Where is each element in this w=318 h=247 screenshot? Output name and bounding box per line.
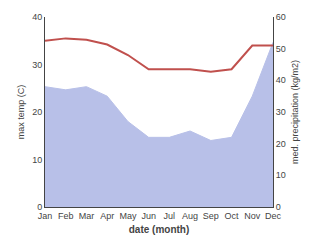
svg-text:Jul: Jul	[164, 211, 176, 221]
svg-text:0: 0	[37, 202, 42, 212]
svg-text:10: 10	[276, 170, 286, 180]
svg-text:Jan: Jan	[38, 211, 53, 221]
svg-text:Jun: Jun	[141, 211, 156, 221]
svg-text:Apr: Apr	[100, 211, 114, 221]
svg-text:10: 10	[32, 155, 42, 165]
svg-text:20: 20	[276, 139, 286, 149]
svg-text:May: May	[119, 211, 137, 221]
svg-text:Dec: Dec	[265, 211, 282, 221]
svg-text:med. precipitation (kg/m2): med. precipitation (kg/m2)	[290, 60, 300, 164]
svg-text:Oct: Oct	[225, 211, 240, 221]
svg-text:Mar: Mar	[79, 211, 95, 221]
svg-text:20: 20	[32, 107, 42, 117]
svg-text:date (month): date (month)	[129, 224, 190, 235]
svg-text:Aug: Aug	[182, 211, 198, 221]
svg-text:Nov: Nov	[244, 211, 261, 221]
svg-text:50: 50	[276, 44, 286, 54]
svg-text:30: 30	[32, 60, 42, 70]
svg-text:max temp (C): max temp (C)	[16, 85, 26, 140]
svg-text:30: 30	[276, 107, 286, 117]
svg-text:60: 60	[276, 12, 286, 22]
svg-text:0: 0	[276, 202, 281, 212]
svg-text:Sep: Sep	[203, 211, 219, 221]
svg-text:Feb: Feb	[58, 211, 74, 221]
svg-text:40: 40	[32, 12, 42, 22]
svg-text:40: 40	[276, 75, 286, 85]
